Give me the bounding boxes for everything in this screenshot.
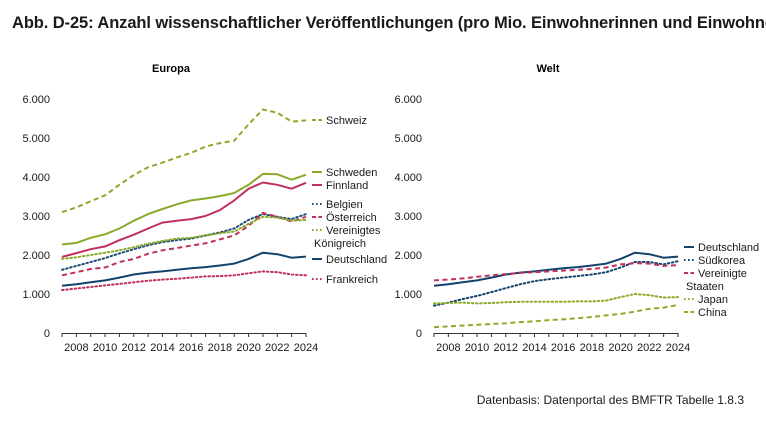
x-tick-label: 2016 [179, 342, 203, 354]
y-tick-label: 3.000 [22, 211, 50, 223]
x-tick-label: 2020 [608, 342, 632, 354]
data-source-note: Datenbasis: Datenportal des BMFTR Tabell… [476, 393, 744, 407]
panel-europa: Europa 0 1.000 2.000 3.000 4.000 5.000 6.000 200… [22, 63, 387, 354]
y-tick-label: 2.000 [22, 250, 50, 262]
series-line-oesterreich [61, 211, 307, 277]
y-tick-label: 5.000 [394, 133, 422, 145]
series-line-schweden [61, 172, 307, 246]
panel-welt: Welt 0 1.000 2.000 3.000 4.000 5.000 6.000 2008 2… [394, 63, 759, 354]
legend-label-oesterreich: Österreich [326, 212, 377, 224]
y-tick-label: 4.000 [394, 172, 422, 184]
y-tick-label: 3.000 [394, 211, 422, 223]
legend-label-suedkorea: Südkorea [698, 255, 746, 267]
series-line-deutschland [61, 251, 307, 287]
x-tick-label: 2022 [265, 342, 289, 354]
legend-label-schweiz: Schweiz [326, 115, 367, 127]
legend-label-deutschland: Deutschland [698, 242, 759, 254]
legend-label-frankreich: Frankreich [326, 274, 378, 286]
x-tick-label: 2016 [551, 342, 575, 354]
x-tick-label: 2018 [208, 342, 232, 354]
y-tick-label: 6.000 [394, 94, 422, 106]
x-tick-label: 2012 [494, 342, 518, 354]
legend-label-deutschland: Deutschland [326, 254, 387, 266]
y-tick-label: 0 [416, 328, 422, 340]
series-line-frankreich [61, 270, 307, 292]
legend-label-vereinigte-staaten: Vereinigte Staaten [686, 268, 747, 293]
legend-label-schweden: Schweden [326, 167, 377, 179]
legend-label-vereinigtes-koenigreich: Vereinigtes Königreich [314, 225, 381, 250]
y-tick-label: 1.000 [22, 289, 50, 301]
series-line-schweiz [61, 108, 307, 214]
y-tick-label: 6.000 [22, 94, 50, 106]
series-line-suedkorea [433, 260, 679, 307]
x-tick-label: 2020 [236, 342, 260, 354]
x-tick-label: 2012 [122, 342, 146, 354]
legend-label-finnland: Finnland [326, 180, 368, 192]
legend-label-china: China [698, 307, 728, 319]
series-line-china [433, 303, 679, 329]
series-line-deutschland [433, 251, 679, 287]
x-tick-label: 2024 [294, 342, 318, 354]
x-tick-label: 2008 [436, 342, 460, 354]
x-tick-label: 2022 [637, 342, 661, 354]
x-tick-label: 2018 [580, 342, 604, 354]
y-tick-label: 5.000 [22, 133, 50, 145]
x-tick-label: 2024 [666, 342, 690, 354]
series-line-vereinigtes-koenigreich [61, 215, 307, 260]
x-tick-label: 2014 [522, 342, 546, 354]
y-tick-label: 2.000 [394, 250, 422, 262]
x-tick-label: 2008 [64, 342, 88, 354]
series-line-finnland [61, 181, 307, 258]
legend-label-japan: Japan [698, 294, 728, 306]
series-line-vereinigte-staaten [433, 262, 679, 282]
chart-title: Abb. D-25: Anzahl wissenschaftlicher Ver… [12, 14, 766, 32]
y-tick-label: 0 [44, 328, 50, 340]
y-tick-label: 4.000 [22, 172, 50, 184]
series-line-japan [433, 293, 679, 305]
x-tick-label: 2010 [93, 342, 117, 354]
y-tick-label: 1.000 [394, 289, 422, 301]
series-line-belgien [61, 213, 307, 271]
panel-title-welt: Welt [536, 63, 559, 75]
x-tick-label: 2014 [150, 342, 174, 354]
legend-label-belgien: Belgien [326, 199, 363, 211]
panel-title-europa: Europa [152, 63, 191, 75]
x-tick-label: 2010 [465, 342, 489, 354]
